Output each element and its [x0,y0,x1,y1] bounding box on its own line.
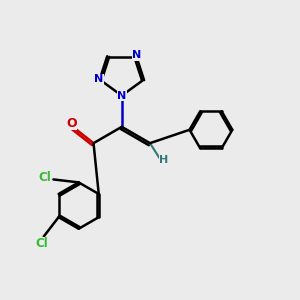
Text: N: N [117,91,126,100]
Text: H: H [159,154,169,164]
Text: O: O [66,117,76,130]
Text: N: N [94,74,104,84]
Text: N: N [132,50,141,60]
Text: Cl: Cl [36,237,49,250]
Text: Cl: Cl [39,171,52,184]
